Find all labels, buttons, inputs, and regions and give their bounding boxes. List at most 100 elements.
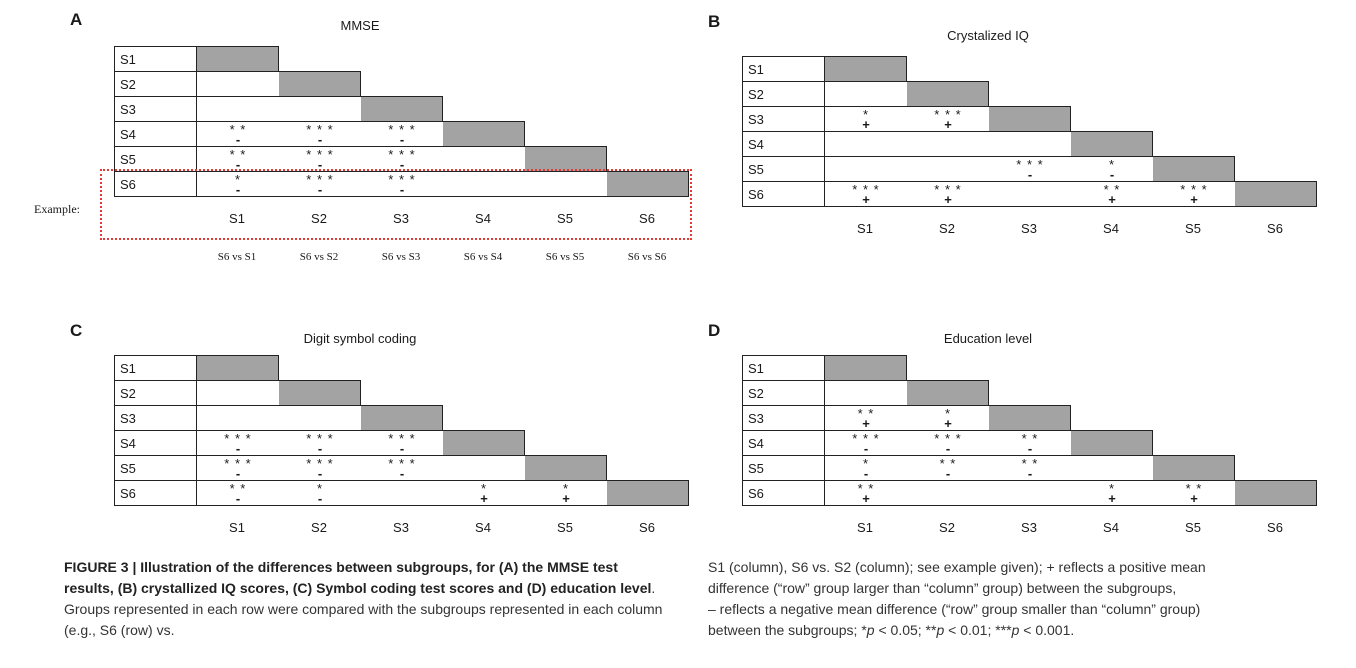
- mean-difference-sign: -: [317, 491, 323, 506]
- panel-letter-a: A: [70, 10, 83, 29]
- mean-difference-sign: -: [235, 491, 241, 506]
- panel-title-c: Digit symbol coding: [303, 331, 417, 346]
- matrix-cell: * * * -: [907, 431, 989, 456]
- panel-letter-b: B: [708, 12, 721, 31]
- matrix-row-a-s4: S4 * * - * * * - * * * -: [114, 121, 525, 147]
- significance-stars: * *: [857, 481, 875, 496]
- caption-p-3: p: [1011, 622, 1020, 638]
- mean-difference-sign: -: [1109, 167, 1115, 182]
- caption-right-line-2: difference (“row” group larger than “col…: [708, 580, 1177, 596]
- matrix-bottom-border: [742, 505, 1317, 506]
- row-label: S1: [743, 356, 825, 381]
- matrix-row-d-s6: S6 * * + * + * * +: [742, 480, 1317, 506]
- matrix-cell: * * +: [1071, 182, 1153, 207]
- significance-stars: * *: [857, 406, 875, 421]
- matrix-cell: * * * -: [361, 431, 443, 456]
- column-label-s2: S2: [311, 520, 327, 535]
- significance-stars: * * *: [1180, 182, 1208, 197]
- mean-difference-sign: -: [235, 182, 241, 197]
- column-label-s5: S5: [1185, 221, 1201, 236]
- matrix-row-a-s3: S3: [114, 96, 443, 122]
- matrix-cell: * * * +: [907, 182, 989, 207]
- significance-stars: *: [480, 481, 488, 496]
- diagonal-cell: [443, 431, 525, 456]
- significance-stars: * * *: [852, 182, 880, 197]
- matrix-row-c-s4: S4 * * * - * * * - * * * -: [114, 430, 525, 456]
- mean-difference-sign: -: [399, 157, 405, 172]
- matrix-cell: [907, 157, 989, 182]
- matrix-row-c-s6: S6 * * - * - * + * +: [114, 480, 689, 506]
- row-label: S6: [743, 182, 825, 207]
- mean-difference-sign: -: [399, 182, 405, 197]
- row-label: S6: [115, 481, 197, 506]
- row-label: S2: [743, 82, 825, 107]
- column-label-s5: S5: [557, 211, 573, 226]
- mean-difference-sign: +: [862, 192, 870, 207]
- mean-difference-sign: -: [399, 132, 405, 147]
- column-label-s4: S4: [1103, 221, 1119, 236]
- matrix-cell: * * * -: [279, 431, 361, 456]
- column-label-s4: S4: [1103, 520, 1119, 535]
- mean-difference-sign: -: [317, 182, 323, 197]
- matrix-cell: * * * -: [361, 122, 443, 147]
- caption-right-line-4: between the subgroups; *p < 0.05; **p < …: [708, 620, 1348, 641]
- diagonal-cell: [1071, 431, 1153, 456]
- diagonal-cell: [279, 381, 361, 406]
- significance-stars: * * *: [934, 431, 962, 446]
- matrix-cell: [1071, 456, 1153, 481]
- column-label-s3: S3: [1021, 520, 1037, 535]
- matrix-cell: * * +: [825, 406, 907, 431]
- matrix-cell: * * +: [1153, 481, 1235, 506]
- matrix-cell: * * * -: [361, 456, 443, 481]
- significance-stars: *: [862, 107, 870, 122]
- matrix-row-d-s5: S5 * - * * - * * -: [742, 455, 1235, 481]
- mean-difference-sign: +: [480, 491, 488, 506]
- mean-difference-sign: -: [863, 441, 869, 456]
- matrix-cell: [197, 97, 279, 122]
- caption-right: S1 (column), S6 vs. S2 (column); see exa…: [708, 557, 1348, 641]
- matrix-row-d-s1: S1: [742, 355, 907, 381]
- diagonal-cell: [607, 172, 689, 197]
- column-label-s2: S2: [939, 221, 955, 236]
- matrix-cell: * +: [907, 406, 989, 431]
- matrix-cell: * * * -: [197, 456, 279, 481]
- mean-difference-sign: -: [235, 157, 241, 172]
- row-label: S6: [743, 481, 825, 506]
- significance-stars: * *: [1103, 182, 1121, 197]
- row-label: S5: [743, 456, 825, 481]
- mean-difference-sign: -: [863, 466, 869, 481]
- example-comparison-label: S6 vs S5: [545, 251, 585, 263]
- matrix-cell: * * * -: [361, 172, 443, 197]
- diagonal-cell: [279, 72, 361, 97]
- matrix-cell: * +: [825, 107, 907, 132]
- mean-difference-sign: +: [862, 117, 870, 132]
- mean-difference-sign: -: [399, 441, 405, 456]
- mean-difference-sign: -: [317, 157, 323, 172]
- row-label: S4: [115, 122, 197, 147]
- matrix-cell: * * * -: [279, 172, 361, 197]
- matrix-row-b-s2: S2: [742, 81, 989, 107]
- diagonal-cell: [197, 47, 279, 72]
- significance-stars: * * *: [388, 147, 416, 162]
- column-label-s3: S3: [393, 211, 409, 226]
- matrix-bottom-border: [114, 196, 689, 197]
- significance-stars: * * *: [934, 107, 962, 122]
- significance-stars: * *: [229, 147, 247, 162]
- column-label-s6: S6: [1267, 221, 1283, 236]
- mean-difference-sign: +: [862, 491, 870, 506]
- row-label: S3: [743, 406, 825, 431]
- matrix-cell: * * * -: [279, 122, 361, 147]
- mean-difference-sign: -: [235, 132, 241, 147]
- caption-p-2: p: [936, 622, 945, 638]
- diagonal-cell: [361, 97, 443, 122]
- mean-difference-sign: -: [1027, 167, 1033, 182]
- matrix-cell: * * * +: [907, 107, 989, 132]
- significance-stars: * * *: [224, 431, 252, 446]
- column-label-s6: S6: [1267, 520, 1283, 535]
- example-comparison-label: S6 vs S3: [381, 251, 421, 263]
- mean-difference-sign: +: [944, 416, 952, 431]
- matrix-cell: * -: [279, 481, 361, 506]
- matrix-cell: * * * +: [825, 182, 907, 207]
- panel-letter-c: C: [70, 321, 83, 340]
